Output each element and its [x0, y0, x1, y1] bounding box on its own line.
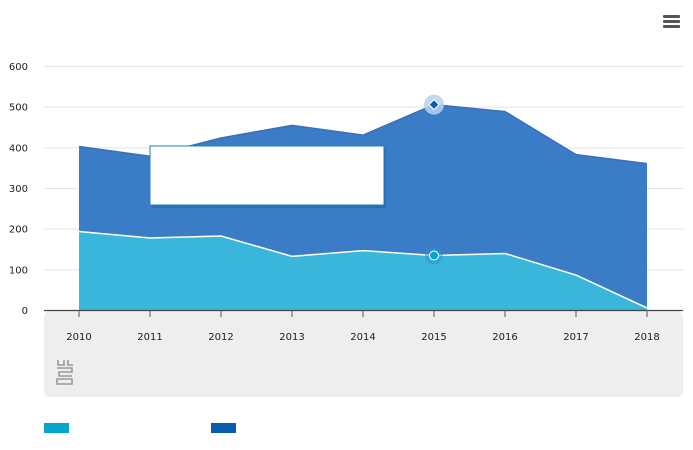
y-tick-label: 100: [9, 265, 28, 276]
legend-swatch-lower: [44, 423, 69, 433]
x-tick-label: 2015: [421, 332, 446, 343]
y-axis-ticks: 0 100 200 300 400 500 600: [9, 62, 28, 317]
legend-swatch-upper: [211, 423, 236, 433]
x-tick-label: 2012: [208, 332, 233, 343]
chart-menu-button[interactable]: [662, 13, 682, 31]
x-tick-label: 2010: [66, 332, 91, 343]
tooltip: [149, 145, 386, 208]
y-tick-label: 600: [9, 62, 28, 73]
x-tick-label: 2011: [137, 332, 162, 343]
y-tick-label: 300: [9, 184, 28, 195]
tooltip-box: [149, 145, 385, 206]
x-tick-label: 2017: [563, 332, 588, 343]
x-tick-label: 2018: [634, 332, 659, 343]
data-point-lower[interactable]: [429, 250, 439, 261]
hamburger-menu-bar: [663, 20, 680, 23]
x-tick-label: 2016: [492, 332, 517, 343]
y-tick-label: 500: [9, 103, 28, 114]
x-axis-ticks: 2010 2011 2012 2013 2014 2015 2016 2017 2018: [66, 310, 660, 343]
hamburger-menu-icon: [663, 15, 680, 18]
series-area-lower: [79, 231, 647, 310]
footer-band: [44, 311, 683, 397]
x-tick-label: 2014: [350, 332, 375, 343]
y-tick-label: 400: [9, 143, 28, 154]
y-tick-label: 200: [9, 225, 28, 236]
series-line-lower: [78, 230, 648, 309]
hover-markers: [149, 94, 444, 265]
y-tick-label: 0: [22, 306, 28, 317]
x-tick-label: 2013: [279, 332, 304, 343]
data-point-upper[interactable]: [428, 98, 440, 111]
legend: [44, 418, 644, 438]
source-logo-icon: [56, 360, 73, 385]
hamburger-menu-bar: [663, 25, 680, 28]
